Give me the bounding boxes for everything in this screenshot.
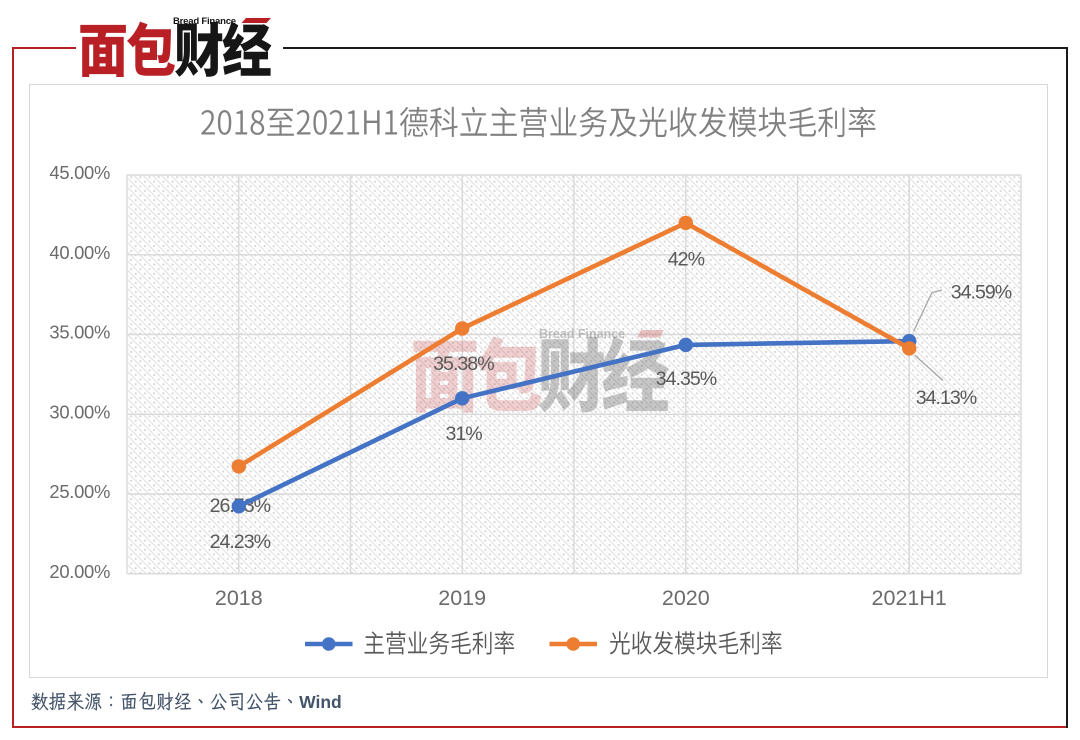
svg-text:2018: 2018 xyxy=(215,586,263,610)
svg-text:2021H1: 2021H1 xyxy=(872,586,947,610)
svg-text:45.00%: 45.00% xyxy=(49,162,110,183)
svg-text:25.00%: 25.00% xyxy=(49,481,110,502)
svg-text:34.35%: 34.35% xyxy=(656,368,717,390)
svg-text:40.00%: 40.00% xyxy=(49,242,110,263)
svg-text:2020: 2020 xyxy=(662,586,710,610)
svg-text:31%: 31% xyxy=(445,423,482,445)
svg-text:35.00%: 35.00% xyxy=(49,322,110,343)
svg-text:2019: 2019 xyxy=(438,586,486,610)
svg-text:30.00%: 30.00% xyxy=(49,401,110,422)
svg-text:24.23%: 24.23% xyxy=(210,531,271,553)
svg-text:Bread Finance: Bread Finance xyxy=(539,327,625,341)
svg-text:34.59%: 34.59% xyxy=(951,282,1012,304)
svg-text:35.38%: 35.38% xyxy=(433,353,494,375)
svg-text:Wind: Wind xyxy=(299,692,342,712)
svg-text:34.13%: 34.13% xyxy=(916,387,977,409)
svg-text:42%: 42% xyxy=(668,249,705,271)
svg-text:20.00%: 20.00% xyxy=(49,561,110,582)
